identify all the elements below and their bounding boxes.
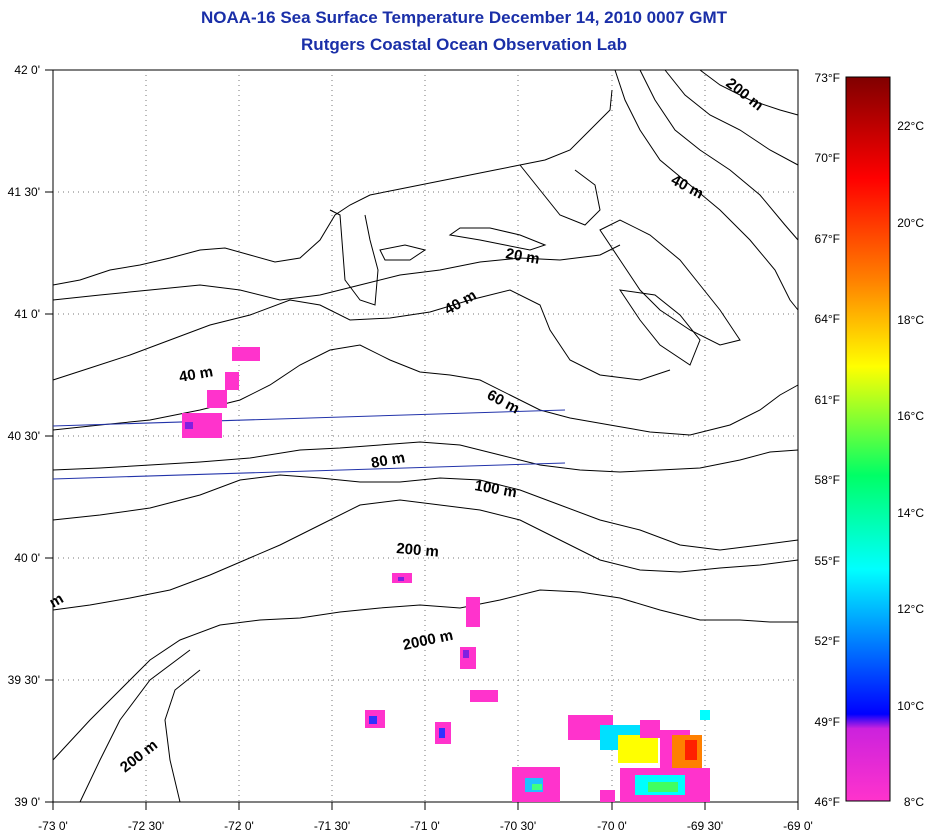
colorbar-c-label: 8°C: [904, 795, 924, 809]
colorbar-f-label: 58°F: [815, 473, 840, 487]
lon-tick: -72 30': [128, 819, 164, 833]
colorbar-f-labels: 73°F 70°F 67°F 64°F 61°F 58°F 55°F 52°F …: [815, 71, 840, 809]
lat-tick: 40 0': [14, 551, 40, 565]
lat-tick: 41 30': [8, 185, 40, 199]
colorbar-f-label: 52°F: [815, 634, 840, 648]
lon-tick: -72 0': [224, 819, 254, 833]
lat-tick: 41 0': [14, 307, 40, 321]
colorbar-c-label: 20°C: [897, 216, 924, 230]
lat-tick: 39 0': [14, 795, 40, 809]
swath-lines: [52, 409, 566, 480]
colorbar-c-label: 14°C: [897, 506, 924, 520]
colorbar-f-label: 61°F: [815, 393, 840, 407]
colorbar: [845, 76, 891, 802]
lon-tick-labels: -73 0' -72 30' -72 0' -71 30' -71 0' -70…: [38, 819, 813, 833]
lat-tick-labels: 39 0' 39 30' 40 0' 40 30' 41 0' 41 30' 4…: [8, 63, 40, 809]
contour-label: 40 m: [178, 363, 215, 386]
map-subtitle: Rutgers Coastal Ocean Observation Lab: [301, 35, 627, 54]
lat-tick: 39 30': [8, 673, 40, 687]
lon-tick: -73 0': [38, 819, 68, 833]
lon-tick: -70 30': [500, 819, 536, 833]
colorbar-f-label: 64°F: [815, 312, 840, 326]
map-title: NOAA-16 Sea Surface Temperature December…: [201, 8, 727, 27]
colorbar-c-label: 12°C: [897, 602, 924, 616]
contour-label: 200 m: [396, 540, 440, 561]
colorbar-f-label: 70°F: [815, 151, 840, 165]
colorbar-f-label: 46°F: [815, 795, 840, 809]
lat-tick: 40 30': [8, 429, 40, 443]
colorbar-c-label: 22°C: [897, 119, 924, 133]
colorbar-f-label: 67°F: [815, 232, 840, 246]
graticule: [53, 70, 798, 802]
colorbar-c-label: 16°C: [897, 409, 924, 423]
sst-data-patches: [182, 347, 710, 802]
contour-label: 80 m: [370, 449, 407, 472]
colorbar-c-label: 18°C: [897, 313, 924, 327]
frame-ticks: [45, 69, 799, 810]
colorbar-c-label: 10°C: [897, 699, 924, 713]
colorbar-f-label: 73°F: [815, 71, 840, 85]
lon-tick: -70 0': [597, 819, 627, 833]
lon-tick: -69 0': [783, 819, 813, 833]
lon-tick: -71 30': [314, 819, 350, 833]
lon-tick: -71 0': [410, 819, 440, 833]
colorbar-f-label: 55°F: [815, 554, 840, 568]
bathymetry-contours: [52, 69, 799, 803]
contour-label: 20 m: [504, 245, 541, 268]
colorbar-f-label: 49°F: [815, 715, 840, 729]
lat-tick: 42 0': [14, 63, 40, 77]
lon-tick: -69 30': [687, 819, 723, 833]
colorbar-c-labels: 22°C 20°C 18°C 16°C 14°C 12°C 10°C 8°C: [897, 119, 924, 809]
